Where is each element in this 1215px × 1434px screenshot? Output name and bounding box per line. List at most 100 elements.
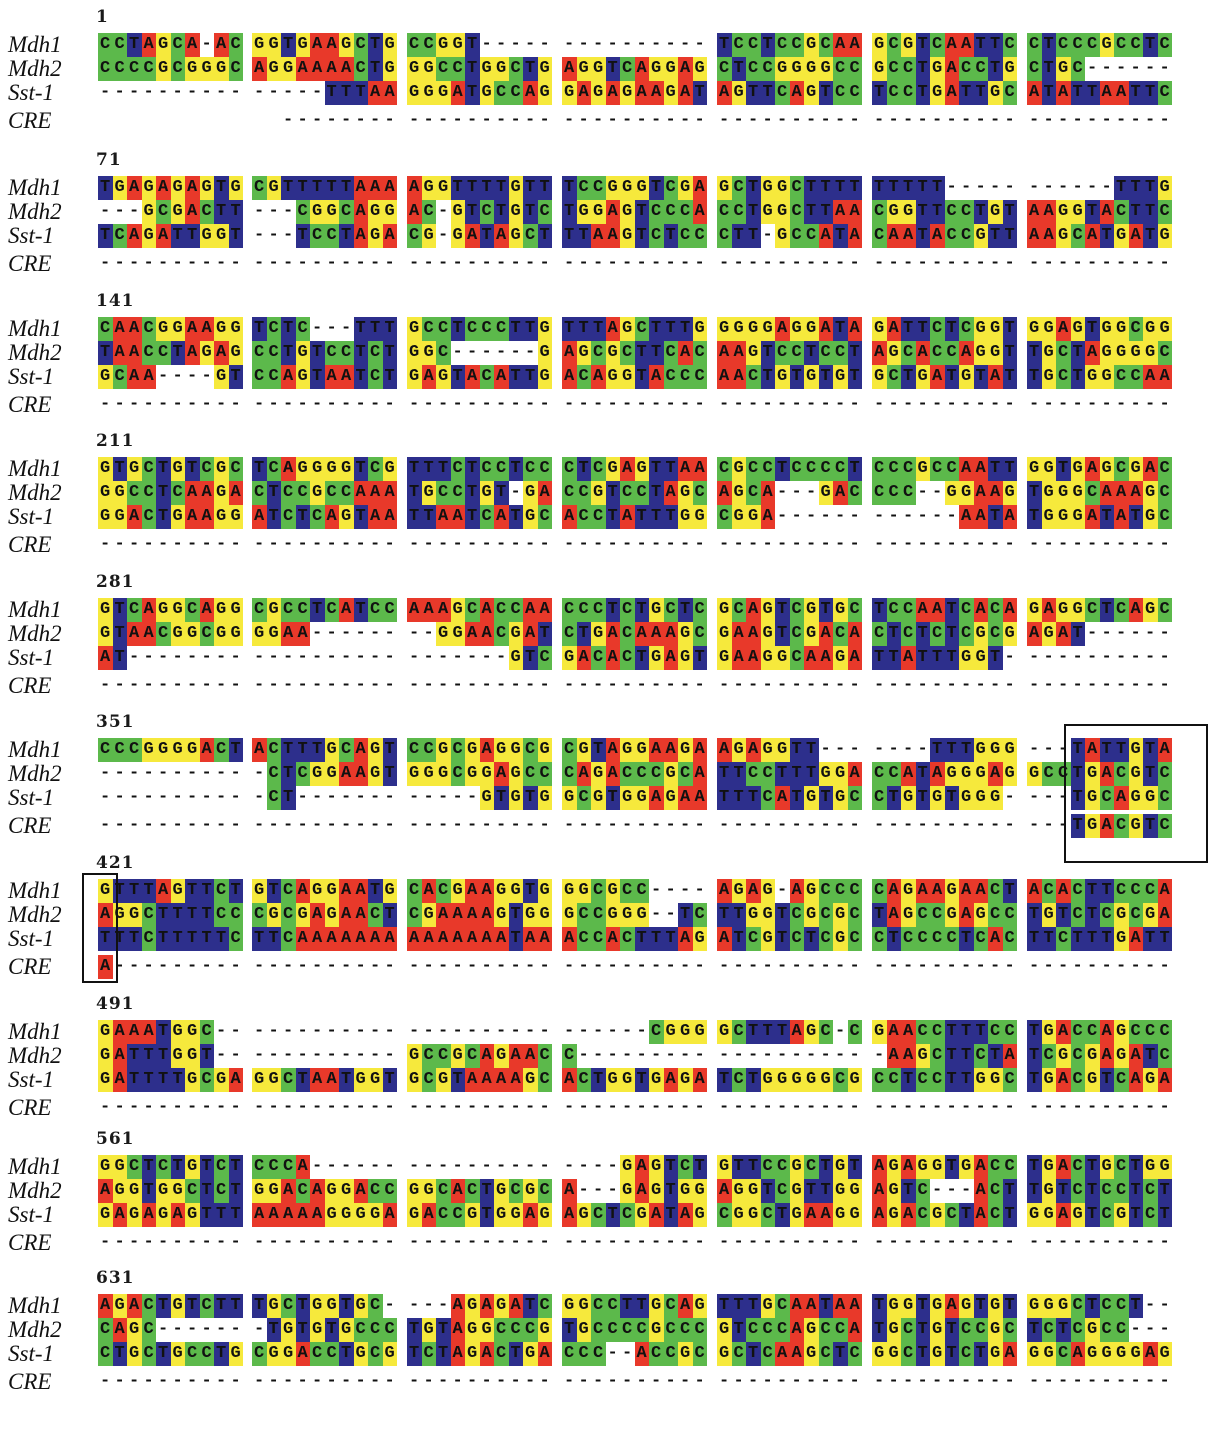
- sequence-text: CTCCGGGGCC: [719, 59, 865, 78]
- sequence-segment: CAACGGAAGG: [98, 317, 243, 341]
- base-T-cell: [537, 176, 552, 200]
- sequence-text: AGCACCAGGT: [874, 343, 1020, 362]
- sequence-text: CACGAAGGTG: [409, 881, 555, 900]
- sequence-segment: AAGTCCTCCT: [717, 341, 862, 365]
- base-G-cell: [436, 33, 451, 57]
- alignment-block: 491 Mdh1 GAAATGGC-- ---------- ---------- ---…: [0, 994, 1215, 1160]
- base-A-cell: [605, 81, 620, 105]
- sequence-text: CTCTCTCGCG: [874, 624, 1020, 643]
- species-label: Mdh2: [8, 1178, 62, 1203]
- sequence-text: AGGTGGCTCT: [100, 1181, 246, 1200]
- sequence-segment: ACACTTCCCA: [1027, 879, 1172, 903]
- base-G-cell: [141, 200, 156, 224]
- base-T-cell: [988, 57, 1003, 81]
- sequence-text: ----------: [100, 788, 246, 807]
- sequence-segment: TTCTTTGATT: [1027, 927, 1172, 951]
- alignment-block: 631 Mdh1 AGACTGTCTT TGCTGGTGC- ---AGAGATC GGC…: [0, 1268, 1215, 1434]
- sequence-segment: GCCGCAGAAC: [407, 1044, 552, 1068]
- sequence-row: CRE -------- ---------- ---------- --------…: [0, 109, 1215, 133]
- sequence-text: AC-GTCTGTC: [409, 202, 555, 221]
- sequence-segment: GCTGGCTTTT: [717, 176, 862, 200]
- sequence-segment: GAGTACATTG: [407, 365, 552, 389]
- base-G-cell: [562, 81, 577, 105]
- base-C-cell: [731, 33, 746, 57]
- sequence-text: GCCGCAGAAC: [409, 1046, 555, 1065]
- sequence-text: GGACAGGACC: [254, 1181, 400, 1200]
- base-G-cell: [872, 57, 887, 81]
- sequence-segment: GAACCTTTCC: [872, 1020, 1017, 1044]
- sequence-segment: TTCCTTTGGA: [717, 762, 862, 786]
- sequence-segment: GCCTGACCTG: [872, 57, 1017, 81]
- position-number: 351: [96, 712, 135, 732]
- sequence-text: ----------: [409, 676, 555, 695]
- base-G-cell: [1056, 200, 1071, 224]
- base-T-cell: [915, 33, 930, 57]
- sequence-segment: GCTGATGTAT: [872, 365, 1017, 389]
- sequence-segment: CTCCGGGGCC: [717, 57, 862, 81]
- sequence-text: GCGTGGAGAA: [564, 788, 710, 807]
- sequence-text: ---AGAGATC: [409, 1296, 555, 1315]
- base-T-cell: [465, 57, 480, 81]
- sequence-segment: AGAGGTGACC: [872, 1155, 1017, 1179]
- position-number: 631: [96, 1268, 135, 1288]
- sequence-text: GGCTGTCTGA: [874, 1344, 1020, 1363]
- sequence-text: ----------: [719, 1233, 865, 1252]
- sequence-segment: GGTGAAGCTG: [252, 33, 397, 57]
- sequence-segment: CAGC------: [98, 1318, 243, 1342]
- sequence-segment: GACCGTGGAG: [407, 1203, 552, 1227]
- sequence-text: ----------: [874, 957, 1020, 976]
- species-label: Mdh1: [8, 1293, 62, 1318]
- sequence-segment: ----------: [98, 786, 243, 810]
- sequence-text: ACCTATTTGG: [564, 507, 710, 526]
- sequence-segment: GATTTGGT--: [98, 1044, 243, 1068]
- base-G-cell: [678, 176, 693, 200]
- sequence-segment: TCTCGCC---: [1027, 1318, 1172, 1342]
- sequence-segment: GGACTGAAGG: [98, 505, 243, 529]
- sequence-text: GCCTCCCTTG: [409, 319, 555, 338]
- sequence-text: GAGAGAGTTT: [100, 1205, 246, 1224]
- sequence-text: TCTCGCC---: [1029, 1320, 1175, 1339]
- sequence-row: Mdh1 GTGCTGTCGC TCAGGGGTCG TTTCTCCTCC CTCGAG…: [0, 457, 1215, 481]
- sequence-text: ---GCGACTT: [100, 202, 246, 221]
- sequence-segment: ----------: [562, 674, 707, 698]
- base-T-cell: [973, 200, 988, 224]
- sequence-text: ----------: [254, 1022, 400, 1041]
- base-G-cell: [407, 81, 422, 105]
- base-A-cell: [310, 33, 325, 57]
- sequence-text: ----------: [874, 1233, 1020, 1252]
- sequence-segment: GGACAGGACC: [252, 1179, 397, 1203]
- base-A-cell: [605, 200, 620, 224]
- base-G-cell: [804, 57, 819, 81]
- sequence-text: CGCGAGAACT: [254, 905, 400, 924]
- sequence-text: ----------: [409, 1233, 555, 1252]
- sequence-segment: TGACTGCTGG: [1027, 1155, 1172, 1179]
- species-label: Sst-1: [8, 80, 54, 105]
- sequence-text: GGAA------: [254, 624, 400, 643]
- sequence-text: GAAGGCAAGA: [719, 648, 865, 667]
- base-T-cell: [901, 176, 916, 200]
- sequence-text: ----------: [874, 254, 1020, 273]
- base-A-cell: [634, 81, 649, 105]
- species-label: Mdh2: [8, 199, 62, 224]
- species-label: CRE: [8, 251, 52, 276]
- position-number: 561: [96, 1129, 135, 1149]
- sequence-segment: -CT-------: [252, 786, 397, 810]
- sequence-segment: CCCGCCAATT: [872, 457, 1017, 481]
- sequence-row: Mdh2 ---------- -CTCGGAAGT GGGCGGAGCC CAGACC…: [0, 762, 1215, 786]
- base-G-cell: [775, 176, 790, 200]
- base-C-cell: [746, 33, 761, 57]
- sequence-text: ----------: [719, 1372, 865, 1391]
- sequence-segment: ----------: [252, 674, 397, 698]
- base-T-cell: [930, 176, 945, 200]
- base-T-cell: [339, 81, 354, 105]
- sequence-text: CGGTTCCTGT: [874, 202, 1020, 221]
- sequence-segment: CCTGTCCTCT: [252, 341, 397, 365]
- sequence-segment: CTCCCCTCAC: [872, 927, 1017, 951]
- species-label: Mdh1: [8, 1019, 62, 1044]
- base-G-cell: [988, 81, 1003, 105]
- sequence-segment: ----------: [407, 1096, 552, 1120]
- base-C-cell: [944, 200, 959, 224]
- sequence-text: ----------: [564, 111, 710, 130]
- sequence-segment: -AAGCTTCTA: [872, 1044, 1017, 1068]
- species-label: Mdh1: [8, 737, 62, 762]
